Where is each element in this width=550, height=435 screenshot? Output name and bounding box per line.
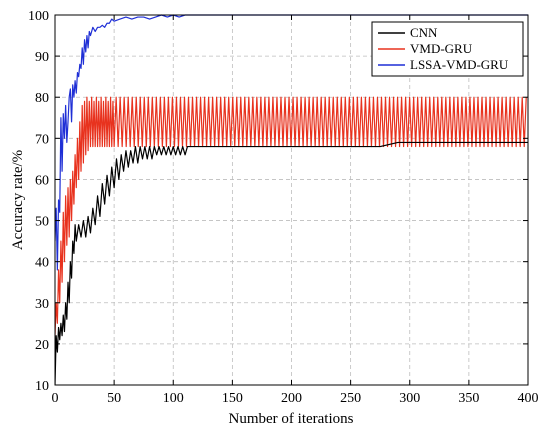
x-tick-label: 200: [281, 391, 302, 406]
y-tick-label: 60: [35, 173, 49, 188]
legend-label-cnn: CNN: [410, 25, 438, 40]
y-tick-label: 80: [35, 91, 49, 106]
x-tick-label: 150: [222, 391, 243, 406]
y-axis-title: Accuracy rate/%: [10, 150, 26, 250]
y-tick-label: 20: [35, 338, 49, 353]
x-tick-label: 50: [107, 391, 121, 406]
x-tick-label: 300: [399, 391, 420, 406]
y-tick-label: 30: [35, 297, 49, 312]
x-tick-label: 100: [163, 391, 184, 406]
y-tick-label: 90: [35, 50, 49, 65]
y-tick-label: 40: [35, 256, 49, 271]
x-tick-label: 250: [340, 391, 361, 406]
x-tick-label: 400: [518, 391, 539, 406]
y-tick-label: 100: [28, 9, 49, 24]
legend: CNN VMD-GRU LSSA-VMD-GRU: [371, 21, 524, 77]
legend-label-vmd-gru: VMD-GRU: [410, 41, 473, 56]
series-line-lssa-vmd-gru: [55, 14, 528, 271]
series-line-vmd-gru: [55, 96, 527, 336]
y-tick-label: 10: [35, 379, 49, 394]
x-axis-title: Number of iterations: [229, 411, 354, 427]
x-tick-labels: 0 50 100 150 200 250 300 350 400: [52, 391, 539, 406]
x-tick-label: 0: [52, 391, 59, 406]
series-layer: [55, 14, 528, 386]
x-tick-label: 350: [458, 391, 479, 406]
y-tick-labels: 10 20 30 40 50 60 70 80 90 100: [28, 9, 49, 394]
y-tick-label: 70: [35, 132, 49, 147]
y-tick-label: 50: [35, 215, 49, 230]
series-line-cnn: [55, 141, 528, 386]
ticks: [54, 14, 529, 386]
legend-label-lssa-vmd-gru: LSSA-VMD-GRU: [410, 57, 509, 72]
